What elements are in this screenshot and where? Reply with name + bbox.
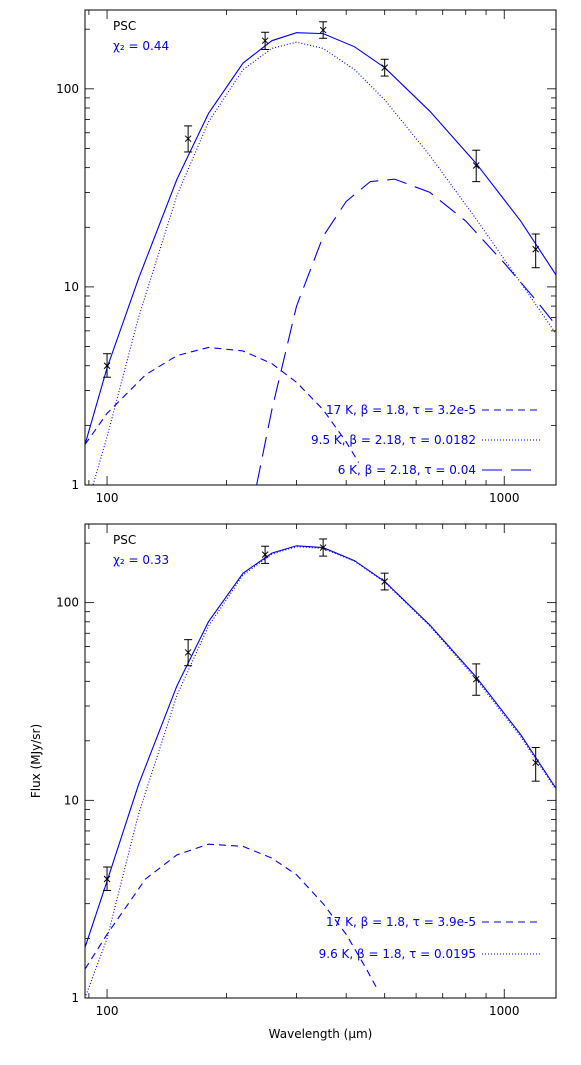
component-curve-dashed [85, 346, 360, 463]
total-fit-curve [85, 32, 556, 445]
x-tick-label: 1000 [489, 1004, 520, 1018]
model-curves [85, 545, 556, 998]
legend: 17 K, β = 1.8, τ = 3.2e-5 9.5 K, β = 2.18… [311, 403, 540, 477]
y-tick-label: 10 [64, 280, 79, 294]
data-point [261, 37, 269, 45]
plot-frame [84, 523, 557, 999]
data-point [532, 759, 540, 767]
x-tick-label: 100 [96, 491, 119, 505]
x-tick-label: 100 [96, 1004, 119, 1018]
legend-label: 9.5 K, β = 2.18, τ = 0.0182 [311, 433, 476, 447]
y-axis-label: Flux (MJy/sr) [29, 724, 43, 798]
y-tick-label: 100 [56, 82, 79, 96]
data-point [261, 551, 269, 558]
data-point [381, 64, 389, 71]
legend: 17 K, β = 1.8, τ = 3.9e-5 9.6 K, β = 1.8,… [319, 915, 540, 961]
legend-label: 17 K, β = 1.8, τ = 3.9e-5 [326, 915, 476, 929]
y-tick-label: 100 [56, 596, 79, 610]
data-point [184, 135, 192, 143]
y-tick-label: 1 [71, 991, 79, 1005]
total-fit-curve [85, 545, 556, 948]
data-point [184, 649, 192, 656]
x-tick-label: 1000 [489, 491, 520, 505]
source-label: PSC [113, 19, 136, 33]
data-point [472, 675, 480, 683]
source-label: PSC [113, 533, 136, 547]
chi-squared-label: χ₂ = 0.33 [113, 553, 169, 567]
plot-frame [84, 9, 557, 486]
panel-bottom: 1 10 100 100 1000 Wavelength (μm) Flux (MJy/sr… [29, 523, 557, 1041]
data-point [532, 245, 540, 253]
y-tick-label: 1 [71, 478, 79, 492]
data-point [103, 875, 111, 883]
data-point [103, 362, 111, 370]
data-point [472, 162, 480, 169]
x-axis-label: Wavelength (μm) [269, 1027, 373, 1041]
legend-label: 6 K, β = 2.18, τ = 0.04 [338, 463, 476, 477]
observations [103, 538, 540, 891]
component-curve-dotted [92, 41, 556, 485]
legend-label: 9.6 K, β = 1.8, τ = 0.0195 [319, 947, 476, 961]
component-curve-dotted [85, 546, 556, 998]
data-point [319, 26, 327, 34]
legend-label: 17 K, β = 1.8, τ = 3.2e-5 [326, 403, 476, 417]
observations [103, 21, 540, 378]
data-point [381, 578, 389, 585]
component-curve-longdash [256, 178, 556, 485]
panel-top: 1 10 100 100 1000 PSC χ₂ = 0.44 17 K, β = 1.8, … [56, 9, 557, 505]
data-point [319, 544, 327, 551]
model-curves [85, 32, 556, 485]
chi-squared-label: χ₂ = 0.44 [113, 39, 169, 53]
y-tick-label: 10 [64, 793, 79, 807]
component-curve-dashed [85, 843, 379, 991]
